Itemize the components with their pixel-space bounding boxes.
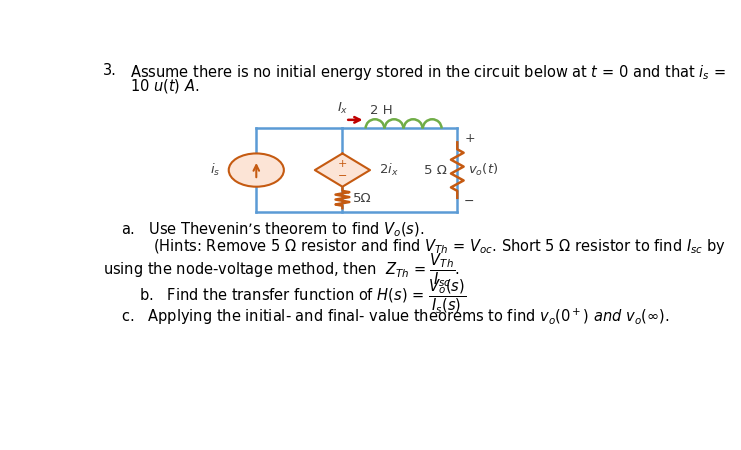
- Text: 5Ω: 5Ω: [353, 192, 371, 205]
- Circle shape: [229, 153, 284, 187]
- Text: −: −: [464, 195, 475, 208]
- Text: 10 $u(t)$ $A$.: 10 $u(t)$ $A$.: [130, 76, 199, 94]
- Text: $v_o(t)$: $v_o(t)$: [468, 162, 498, 178]
- Text: c.   Applying the initial- and final- value theorems to find $v_o(0^+)$ $\mathit: c. Applying the initial- and final- valu…: [122, 307, 670, 327]
- Text: 5 Ω: 5 Ω: [424, 164, 447, 176]
- Text: $i_s$: $i_s$: [210, 162, 220, 178]
- Text: Assume there is no initial energy stored in the circuit below at $t$ = 0 and tha: Assume there is no initial energy stored…: [130, 63, 726, 81]
- Text: 2 H: 2 H: [370, 104, 393, 117]
- Text: +: +: [338, 159, 347, 169]
- Text: using the node-voltage method, then  $Z_{Th}$ = $\dfrac{V_{Th}}{I_{sc}}$.: using the node-voltage method, then $Z_{…: [103, 252, 460, 289]
- Text: −: −: [338, 171, 347, 181]
- Text: 3.: 3.: [103, 63, 117, 78]
- Polygon shape: [315, 153, 370, 187]
- Text: (Hints: Remove 5 $\Omega$ resistor and find $V_{Th}$ = $V_{oc}$. Short 5 $\Omega: (Hints: Remove 5 $\Omega$ resistor and f…: [153, 237, 726, 256]
- Text: +: +: [464, 132, 475, 145]
- Text: $2i_x$: $2i_x$: [379, 162, 398, 178]
- Text: b.   Find the transfer function of $H(s)$ = $\dfrac{V_o(s)}{I_s(s)}$: b. Find the transfer function of $H(s)$ …: [139, 278, 465, 315]
- Text: $I_x$: $I_x$: [336, 101, 348, 117]
- Text: a.   Use Thevenin’s theorem to find $V_o(s)$.: a. Use Thevenin’s theorem to find $V_o(s…: [122, 220, 425, 238]
